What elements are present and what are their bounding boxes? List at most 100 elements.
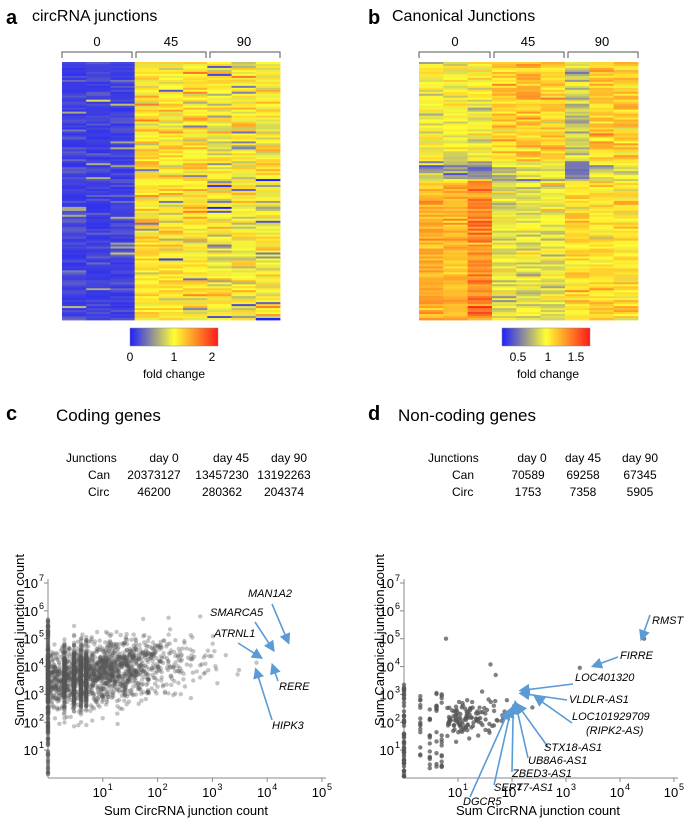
heatmap-cell — [540, 196, 566, 200]
data-point — [116, 657, 122, 662]
heatmap-cell — [207, 296, 232, 299]
heatmap-cell — [62, 163, 87, 166]
heatmap-cell — [492, 318, 517, 321]
heatmap-cell — [419, 300, 444, 303]
heatmap-cell — [492, 177, 517, 180]
heatmap-cell — [62, 135, 87, 138]
heatmap-cell — [613, 246, 639, 249]
heatmap-cell — [540, 115, 566, 118]
heatmap-cell — [183, 159, 208, 162]
data-point — [176, 646, 181, 651]
heatmap-cell — [255, 111, 281, 114]
heatmap-cell — [86, 161, 111, 164]
heatmap-cell — [516, 161, 542, 164]
heatmap-cell — [158, 115, 184, 118]
heatmap-cell — [62, 69, 87, 73]
heatmap-a-col-label-45: 45 — [164, 34, 178, 49]
heatmap-cell — [443, 145, 469, 148]
heatmap-cell — [183, 296, 208, 299]
heatmap-cell — [443, 135, 469, 138]
heatmap-cell — [183, 62, 208, 65]
heatmap-cell — [492, 149, 517, 152]
heatmap-cell — [134, 312, 160, 315]
heatmap-cell — [443, 196, 469, 200]
heatmap-cell — [110, 155, 136, 158]
data-point — [45, 699, 51, 704]
heatmap-cell — [540, 62, 566, 65]
heatmap-cell — [207, 183, 232, 186]
heatmap-cell — [613, 202, 639, 206]
heatmap-cell — [158, 89, 184, 93]
heatmap-cell — [492, 137, 517, 140]
data-point — [62, 700, 67, 705]
heatmap-cell — [110, 284, 136, 287]
heatmap-cell — [443, 308, 469, 311]
heatmap-cell — [110, 99, 136, 103]
data-point — [45, 656, 51, 661]
data-point — [128, 665, 133, 670]
heatmap-cell — [565, 135, 590, 138]
heatmap-cell — [231, 256, 257, 259]
y-tick-exponent: 1 — [39, 740, 44, 750]
heatmap-cell — [443, 111, 469, 114]
heatmap-cell — [492, 119, 517, 122]
heatmap-cell — [255, 187, 281, 190]
heatmap-cell — [540, 292, 566, 295]
heatmap-cell — [565, 292, 590, 295]
heatmap-cell — [492, 216, 517, 220]
data-point — [57, 698, 62, 703]
heatmap-cell — [492, 294, 517, 297]
heatmap-cell — [86, 81, 111, 85]
data-point — [48, 653, 54, 659]
data-point — [117, 706, 123, 711]
data-point — [98, 678, 103, 683]
heatmap-cell — [613, 284, 639, 287]
heatmap-cell — [613, 121, 639, 124]
heatmap-cell — [467, 214, 493, 218]
heatmap-cell — [183, 222, 208, 226]
heatmap-cell — [134, 141, 160, 144]
heatmap-cell — [183, 71, 208, 75]
data-point — [127, 649, 132, 654]
data-point — [62, 682, 67, 688]
data-point — [71, 674, 77, 679]
heatmap-cell — [110, 216, 136, 220]
heatmap-cell — [467, 228, 493, 232]
heatmap-cell — [613, 175, 639, 178]
heatmap-cell — [134, 155, 160, 158]
heatmap-cell — [62, 270, 87, 273]
data-point — [78, 712, 84, 717]
heatmap-cell — [183, 224, 208, 228]
data-point — [146, 676, 151, 681]
heatmap-cell — [134, 206, 160, 210]
heatmap-cell — [443, 232, 469, 236]
heatmap-cell — [134, 244, 160, 247]
heatmap-cell — [419, 169, 444, 172]
heatmap-cell — [207, 137, 232, 140]
heatmap-cell — [613, 62, 639, 65]
heatmap-cell — [255, 228, 281, 232]
heatmap-cell — [419, 115, 444, 118]
data-point — [152, 675, 158, 680]
heatmap-cell — [565, 155, 590, 158]
data-point — [78, 665, 84, 670]
heatmap-cell — [589, 129, 615, 132]
heatmap-cell — [540, 226, 566, 230]
heatmap-cell — [589, 123, 615, 126]
heatmap-cell — [110, 139, 136, 142]
data-point — [136, 651, 142, 656]
data-point — [62, 662, 67, 667]
data-point — [95, 675, 100, 681]
heatmap-cell — [134, 113, 160, 116]
heatmap-cell — [134, 204, 160, 208]
data-point — [78, 670, 83, 675]
data-point — [84, 676, 89, 681]
heatmap-cell — [255, 87, 281, 91]
heatmap-cell — [255, 131, 281, 134]
data-point — [55, 678, 60, 684]
heatmap-cell — [467, 238, 493, 242]
data-point — [69, 661, 75, 666]
heatmap-cell — [589, 117, 615, 120]
heatmap-cell — [86, 157, 111, 160]
table-c-row-0-day0: 20373127 — [127, 468, 181, 482]
